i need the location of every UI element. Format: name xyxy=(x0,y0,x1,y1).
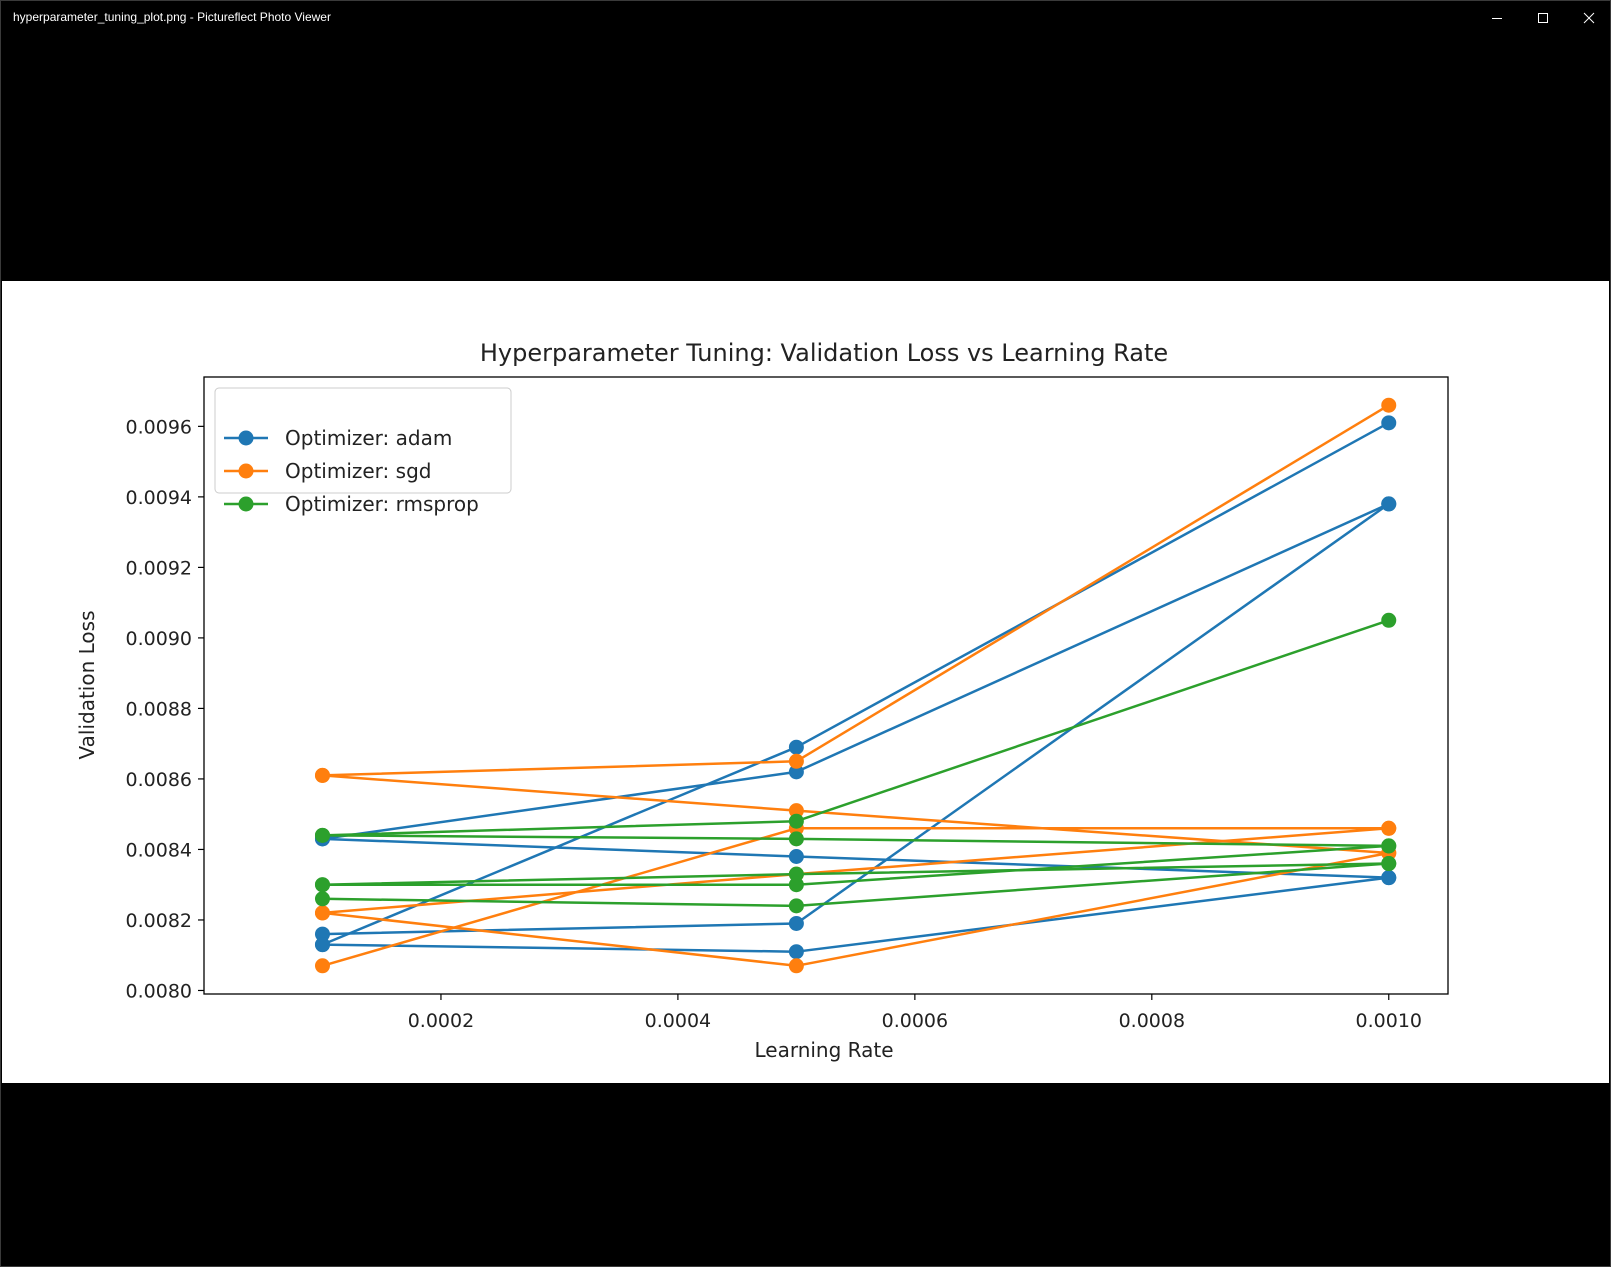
legend-label-sgd: Optimizer: sgd xyxy=(285,459,431,483)
x-tick-label: 0.0008 xyxy=(1119,1010,1185,1032)
x-axis-label: Learning Rate xyxy=(754,1038,893,1062)
plot-frame xyxy=(203,376,1449,995)
maximize-icon xyxy=(1537,12,1549,24)
y-tick-label: 0.0086 xyxy=(126,769,192,791)
close-button[interactable] xyxy=(1566,1,1611,34)
data-point-adam xyxy=(788,848,804,864)
displayed-image: Hyperparameter Tuning: Validation Loss v… xyxy=(2,281,1609,1083)
data-point-sgd xyxy=(788,803,804,819)
x-tick-label: 0.0006 xyxy=(882,1010,948,1032)
close-icon xyxy=(1583,12,1595,24)
data-point-rmsprop xyxy=(314,891,330,907)
y-tick-label: 0.0096 xyxy=(126,416,192,438)
data-point-adam xyxy=(1381,415,1397,431)
data-point-adam xyxy=(1381,870,1397,886)
data-point-sgd xyxy=(788,753,804,769)
data-point-sgd xyxy=(314,767,330,783)
data-point-rmsprop xyxy=(1381,612,1397,628)
data-point-rmsprop xyxy=(314,877,330,893)
y-tick-label: 0.0082 xyxy=(126,910,192,932)
data-point-rmsprop xyxy=(788,866,804,882)
y-tick-label: 0.0088 xyxy=(126,698,192,720)
legend-box xyxy=(214,387,512,494)
data-point-adam xyxy=(314,937,330,953)
window-title: hyperparameter_tuning_plot.png - Picture… xyxy=(13,10,331,24)
data-point-adam xyxy=(314,926,330,942)
legend-marker-adam xyxy=(238,430,254,446)
series-line-adam xyxy=(322,502,1390,841)
data-point-rmsprop xyxy=(788,831,804,847)
image-viewport[interactable]: Hyperparameter Tuning: Validation Loss v… xyxy=(1,34,1610,1266)
series-line-adam xyxy=(322,876,1389,953)
y-tick-label: 0.0094 xyxy=(126,487,192,509)
data-point-rmsprop xyxy=(314,827,330,843)
data-point-adam xyxy=(788,739,804,755)
data-point-rmsprop xyxy=(1381,838,1397,854)
legend-label-adam: Optimizer: adam xyxy=(285,426,452,450)
data-point-sgd xyxy=(1381,397,1397,413)
data-point-rmsprop xyxy=(788,813,804,829)
data-point-sgd xyxy=(788,958,804,974)
data-point-adam xyxy=(788,944,804,960)
line-chart: Hyperparameter Tuning: Validation Loss v… xyxy=(75,339,1449,1062)
data-point-rmsprop xyxy=(1381,856,1397,872)
x-tick-label: 0.0004 xyxy=(645,1010,711,1032)
y-axis-label: Validation Loss xyxy=(75,611,99,760)
series-line-rmsprop xyxy=(322,619,1390,837)
data-point-rmsprop xyxy=(788,877,804,893)
x-tick-label: 0.0002 xyxy=(408,1010,474,1032)
chart-title: Hyperparameter Tuning: Validation Loss v… xyxy=(480,339,1168,367)
legend-marker-sgd xyxy=(238,463,254,479)
legend-label-rmsprop: Optimizer: rmsprop xyxy=(285,492,479,516)
y-tick-label: 0.0090 xyxy=(126,628,192,650)
data-point-rmsprop xyxy=(788,898,804,914)
data-point-sgd xyxy=(1381,820,1397,836)
data-point-adam xyxy=(788,764,804,780)
y-tick-label: 0.0084 xyxy=(126,839,192,861)
minimize-button[interactable] xyxy=(1474,1,1520,34)
legend: Optimizer: adam Optimizer: sgd Optimizer… xyxy=(214,387,512,516)
data-point-adam xyxy=(1381,496,1397,512)
tick-layer: 0.0002 0.0004 0.0006 0.0008 0.0010 0.0080 0.00… xyxy=(126,416,1422,1032)
data-point-adam xyxy=(788,915,804,931)
x-tick-label: 0.0010 xyxy=(1356,1010,1422,1032)
minimize-icon xyxy=(1491,12,1503,24)
maximize-button[interactable] xyxy=(1520,1,1566,34)
legend-marker-rmsprop xyxy=(238,496,254,512)
y-tick-label: 0.0092 xyxy=(126,557,192,579)
data-point-sgd xyxy=(314,958,330,974)
y-tick-label: 0.0080 xyxy=(126,980,192,1002)
data-point-sgd xyxy=(314,905,330,921)
title-bar[interactable]: hyperparameter_tuning_plot.png - Picture… xyxy=(1,1,1610,34)
series-layer xyxy=(314,397,1397,974)
